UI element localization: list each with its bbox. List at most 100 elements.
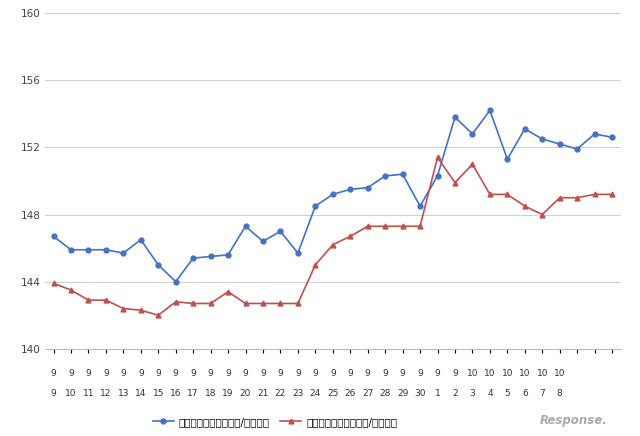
Text: 9: 9 [295,369,301,378]
ハイオク看板価格（円/リット） [521,126,529,132]
Text: 11: 11 [83,389,94,398]
ハイオク看板価格（円/リット） [224,252,232,257]
ハイオク実売価格（円/リット） [468,162,476,167]
Text: 10: 10 [467,369,478,378]
ハイオク看板価格（円/リット） [120,251,127,256]
ハイオク実売価格（円/リット） [312,262,319,267]
ハイオク実売価格（円/リット） [120,306,127,311]
ハイオク実売価格（円/リット） [451,180,459,185]
Text: 9: 9 [173,369,179,378]
ハイオク看板価格（円/リット） [556,141,564,146]
Text: 10: 10 [502,369,513,378]
ハイオク実売価格（円/リット） [242,301,250,306]
ハイオク看板価格（円/リット） [364,185,372,190]
Text: 7: 7 [540,389,545,398]
Text: 9: 9 [51,389,56,398]
Text: 14: 14 [135,389,147,398]
Text: 9: 9 [103,369,109,378]
Text: 9: 9 [86,369,92,378]
Text: 2: 2 [452,389,458,398]
ハイオク実売価格（円/リット） [207,301,214,306]
ハイオク看板価格（円/リット） [207,254,214,259]
ハイオク看板価格（円/リット） [591,131,598,136]
ハイオク実売価格（円/リット） [172,299,180,304]
ハイオク看板価格（円/リット） [276,228,284,234]
ハイオク実売価格（円/リット） [416,224,424,229]
ハイオク実売価格（円/リット） [50,281,58,286]
ハイオク看板価格（円/リット） [538,136,546,142]
Text: 8: 8 [557,389,563,398]
ハイオク看板価格（円/リット） [468,131,476,136]
ハイオク実売価格（円/リット） [154,313,162,318]
ハイオク実売価格（円/リット） [504,192,511,197]
Text: 9: 9 [452,369,458,378]
Line: ハイオク看板価格（円/リット）: ハイオク看板価格（円/リット） [51,108,614,284]
Text: 21: 21 [257,389,269,398]
Text: 9: 9 [417,369,423,378]
ハイオク看板価格（円/リット） [50,234,58,239]
Text: 25: 25 [327,389,339,398]
Text: 27: 27 [362,389,373,398]
Text: 18: 18 [205,389,216,398]
Text: 20: 20 [240,389,252,398]
Text: 9: 9 [400,369,406,378]
Text: Response.: Response. [540,414,608,427]
Text: 24: 24 [310,389,321,398]
ハイオク実売価格（円/リット） [486,192,493,197]
Text: 26: 26 [344,389,356,398]
Text: 9: 9 [138,369,143,378]
ハイオク看板価格（円/リット） [381,173,389,178]
ハイオク看板価格（円/リット） [242,224,250,229]
Text: 1: 1 [435,389,440,398]
ハイオク看板価格（円/リット） [137,237,145,242]
Text: 10: 10 [519,369,531,378]
Text: 9: 9 [68,369,74,378]
ハイオク看板価格（円/リット） [294,251,301,256]
Text: 9: 9 [330,369,335,378]
ハイオク実売価格（円/リット） [608,192,616,197]
Text: 9: 9 [348,369,353,378]
Text: 9: 9 [190,369,196,378]
ハイオク看板価格（円/リット） [504,157,511,162]
ハイオク実売価格（円/リット） [137,307,145,313]
Text: 16: 16 [170,389,182,398]
Text: 17: 17 [188,389,199,398]
ハイオク看板価格（円/リット） [399,172,406,177]
ハイオク看板価格（円/リット） [172,279,180,284]
Text: 9: 9 [225,369,231,378]
ハイオク看板価格（円/リット） [608,135,616,140]
ハイオク実売価格（円/リット） [399,224,406,229]
Text: 5: 5 [504,389,510,398]
ハイオク看板価格（円/リット） [102,247,109,252]
ハイオク看板価格（円/リット） [573,146,581,152]
Text: 9: 9 [208,369,214,378]
ハイオク看板価格（円/リット） [486,108,493,113]
Text: 28: 28 [380,389,391,398]
Text: 13: 13 [118,389,129,398]
Text: 3: 3 [470,389,476,398]
ハイオク実売価格（円/リット） [346,234,354,239]
Line: ハイオク実売価格（円/リット）: ハイオク実売価格（円/リット） [51,155,614,318]
Text: 30: 30 [414,389,426,398]
ハイオク看板価格（円/リット） [346,187,354,192]
Text: 9: 9 [51,369,56,378]
ハイオク看板価格（円/リット） [434,173,442,178]
Text: 10: 10 [65,389,77,398]
ハイオク実売価格（円/リット） [67,287,75,293]
ハイオク看板価格（円/リット） [84,247,92,252]
Text: 9: 9 [278,369,284,378]
Text: 22: 22 [275,389,286,398]
Text: 9: 9 [120,369,126,378]
ハイオク実売価格（円/リット） [521,204,529,209]
ハイオク看板価格（円/リット） [329,192,337,197]
Text: 9: 9 [435,369,440,378]
ハイオク実売価格（円/リット） [364,224,372,229]
Text: 9: 9 [243,369,248,378]
Text: 9: 9 [156,369,161,378]
Text: 12: 12 [100,389,111,398]
Text: 29: 29 [397,389,408,398]
ハイオク実売価格（円/リット） [329,242,337,247]
Text: 10: 10 [554,369,566,378]
ハイオク実売価格（円/リット） [434,155,442,160]
Text: 10: 10 [484,369,495,378]
